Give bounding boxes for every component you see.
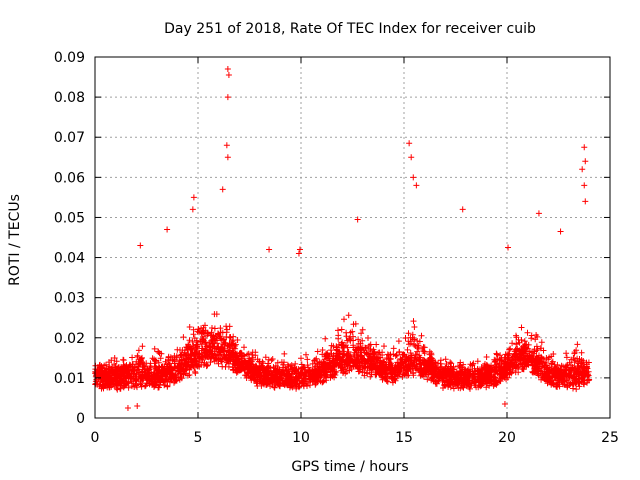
axis-ticks: 0 0.01 0.02 0.03 0.04 0.05 0.06 0.07 0.08 0.09 0 5 1… bbox=[54, 50, 619, 446]
data-point-outlier bbox=[579, 166, 586, 173]
data-point-outlier bbox=[501, 400, 508, 407]
data-point-outlier bbox=[535, 210, 542, 217]
x-tick-label: 5 bbox=[194, 430, 203, 446]
x-tick-label: 10 bbox=[292, 430, 310, 446]
data-point-outlier bbox=[582, 158, 589, 165]
y-tick-label: 0.07 bbox=[54, 130, 85, 146]
data-point-outlier bbox=[296, 246, 303, 253]
data-points bbox=[92, 66, 593, 411]
data-point-outlier bbox=[408, 154, 415, 161]
data-point-outlier bbox=[189, 206, 196, 213]
data-point-outlier bbox=[410, 174, 417, 181]
x-tick-label: 0 bbox=[91, 430, 100, 446]
data-point-outlier bbox=[413, 182, 420, 189]
data-point-outlier bbox=[219, 186, 226, 193]
data-point-outlier bbox=[223, 142, 230, 149]
x-tick-label: 25 bbox=[601, 430, 619, 446]
y-tick-label: 0.05 bbox=[54, 210, 85, 226]
data-point-outlier bbox=[557, 228, 564, 235]
y-tick-label: 0.09 bbox=[54, 50, 85, 66]
data-point-outlier bbox=[124, 404, 131, 411]
data-point-outlier bbox=[164, 226, 171, 233]
y-tick-label: 0 bbox=[76, 411, 85, 427]
x-axis-label: GPS time / hours bbox=[291, 459, 408, 475]
scatter-cloud bbox=[92, 311, 593, 393]
data-point-outlier bbox=[354, 216, 361, 223]
data-point-outlier bbox=[190, 194, 197, 201]
y-tick-label: 0.01 bbox=[54, 371, 85, 387]
data-point-outlier bbox=[406, 140, 413, 147]
data-point-outlier bbox=[224, 66, 231, 73]
y-tick-label: 0.06 bbox=[54, 170, 85, 186]
x-tick-label: 20 bbox=[498, 430, 516, 446]
data-point-outlier bbox=[581, 182, 588, 189]
data-point-outlier bbox=[295, 250, 302, 257]
data-point-outlier bbox=[224, 94, 231, 101]
data-point-outlier bbox=[581, 144, 588, 151]
chart-title: Day 251 of 2018, Rate Of TEC Index for r… bbox=[164, 21, 536, 37]
data-point-outlier bbox=[459, 206, 466, 213]
y-tick-label: 0.04 bbox=[54, 251, 85, 267]
data-point-outlier bbox=[134, 402, 141, 409]
y-tick-label: 0.08 bbox=[54, 90, 85, 106]
plot-frame bbox=[94, 56, 611, 419]
data-point-outlier bbox=[137, 242, 144, 249]
y-tick-label: 0.03 bbox=[54, 291, 85, 307]
data-point-outlier bbox=[225, 72, 232, 79]
y-axis-label: ROTI / TECUs bbox=[7, 194, 23, 286]
x-tick-label: 15 bbox=[395, 430, 413, 446]
data-point-outlier bbox=[582, 198, 589, 205]
data-point-outlier bbox=[505, 244, 512, 251]
data-point-outlier bbox=[224, 154, 231, 161]
y-tick-label: 0.02 bbox=[54, 331, 85, 347]
data-point-outlier bbox=[266, 246, 273, 253]
